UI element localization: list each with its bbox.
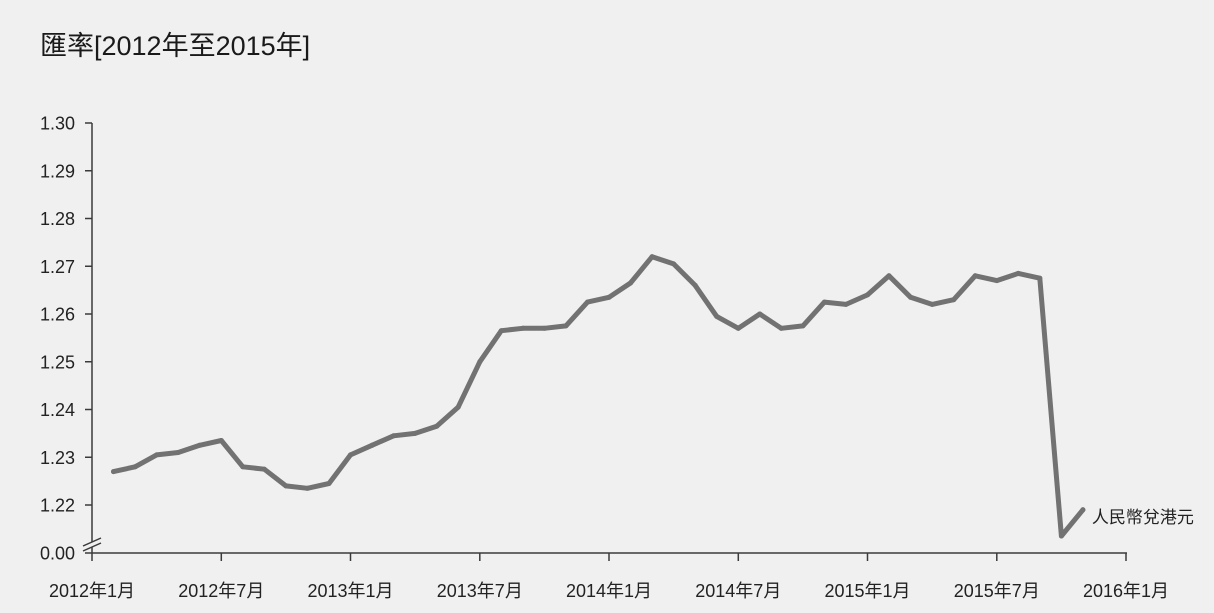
x-ticks: 2012年1月 2012年7月 2013年1月 2013年7月 2014年1月 2014年…: [49, 553, 1169, 601]
data-point: [218, 438, 224, 443]
x-tick-label: 2013年7月: [437, 581, 523, 601]
data-point: [908, 294, 914, 300]
data-point: [391, 433, 397, 439]
data-point: [520, 325, 526, 331]
x-tick-label: 2013年1月: [307, 581, 393, 601]
y-tick-label: 1.24: [40, 400, 75, 420]
y-axis-break: [82, 537, 102, 552]
data-point: [197, 442, 203, 448]
data-point: [132, 464, 138, 470]
data-point: [606, 294, 612, 300]
data-point: [477, 359, 483, 365]
y-tick-label: 1.22: [40, 496, 75, 516]
data-point: [929, 301, 935, 307]
data-point: [240, 464, 246, 470]
data-point: [111, 469, 116, 475]
data-point: [1015, 270, 1021, 276]
data-point: [261, 466, 267, 472]
data-point: [1037, 275, 1043, 281]
x-tick-label: 2014年7月: [695, 581, 781, 601]
data-point: [757, 311, 763, 317]
data-point: [369, 442, 375, 448]
data-point: [412, 430, 418, 436]
data-point: [455, 404, 461, 410]
data-point: [843, 301, 849, 307]
y-tick-label: 1.30: [40, 114, 75, 134]
data-point: [628, 280, 633, 286]
series-label: 人民幣兌港元: [1092, 508, 1194, 527]
data-point: [563, 323, 569, 329]
x-tick-label: 2015年7月: [954, 581, 1040, 601]
data-point: [821, 299, 827, 305]
data-point: [434, 423, 440, 429]
y-tick-label: 1.27: [40, 257, 75, 277]
data-point: [175, 450, 181, 455]
data-point: [800, 323, 806, 329]
data-point: [692, 282, 698, 288]
data-point: [865, 292, 870, 298]
data-point: [886, 273, 892, 279]
data-point: [1080, 507, 1086, 513]
x-tick-label: 2015年1月: [824, 581, 910, 601]
data-point: [283, 483, 289, 489]
data-point: [972, 273, 978, 279]
x-tick-label: 2012年7月: [178, 581, 264, 601]
axis-break-mark: [82, 537, 102, 547]
data-point: [649, 254, 655, 260]
y-tick-label: 1.25: [40, 352, 75, 372]
x-tick-label: 2014年1月: [566, 581, 652, 601]
chart-title: 匯率[2012年至2015年]: [40, 31, 310, 61]
data-point: [541, 325, 547, 331]
y-tick-label: 1.28: [40, 209, 75, 229]
y-tick-label: 1.26: [40, 305, 75, 325]
data-point: [154, 452, 160, 458]
axis-break-mark: [82, 542, 102, 552]
data-point: [994, 278, 1000, 284]
axis-break-mask: [83, 538, 101, 551]
data-point: [498, 328, 504, 334]
data-point: [304, 485, 310, 491]
x-tick-label: 2016年1月: [1083, 581, 1169, 601]
data-point: [326, 481, 332, 486]
y-ticks: 0.00 1.22 1.23 1.24 1.25 1.26 1.27 1.28 1.29 1.30: [40, 114, 92, 564]
series: 人民幣兌港元: [111, 254, 1194, 539]
y-tick-label: 1.29: [40, 161, 75, 181]
data-point: [671, 261, 677, 267]
data-point: [735, 325, 741, 331]
y-tick-label: 1.23: [40, 448, 75, 468]
y-tick-label: 0.00: [40, 544, 75, 564]
series-line: [111, 254, 1086, 539]
data-point: [585, 299, 590, 305]
x-tick-label: 2012年1月: [49, 581, 135, 601]
data-point: [348, 452, 353, 458]
data-point: [951, 297, 957, 303]
data-point: [778, 325, 784, 331]
data-point: [714, 313, 720, 319]
data-point: [1058, 533, 1064, 539]
